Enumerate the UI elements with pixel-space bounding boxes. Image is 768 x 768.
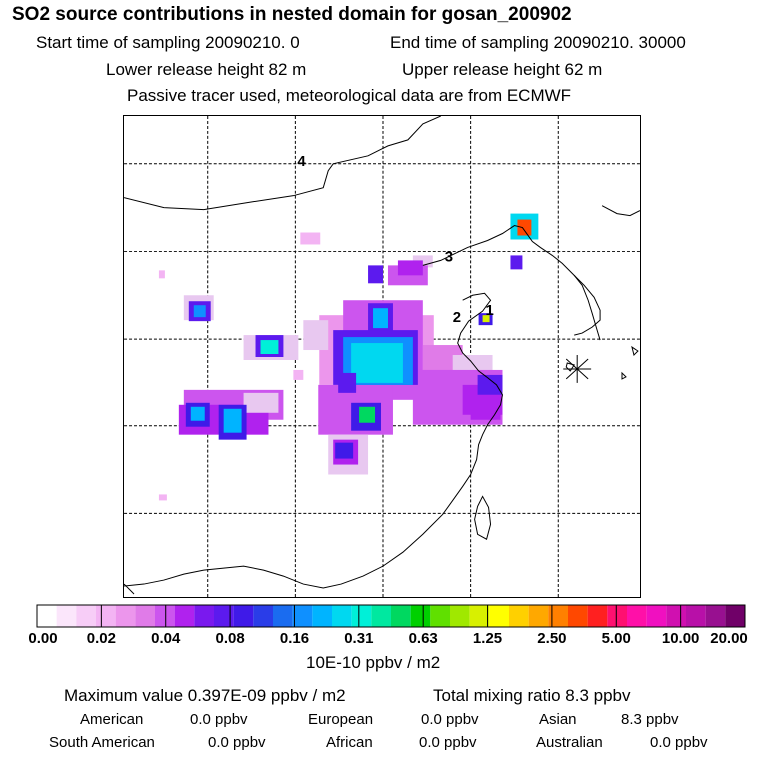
colorbar-frame: [36, 604, 746, 628]
colorbar-swatch: [391, 605, 411, 627]
colorbar-swatch: [627, 605, 647, 627]
colorbar-swatch: [233, 605, 254, 627]
colorbar-swatch: [174, 605, 195, 627]
colorbar-tick-label: 0.02: [86, 630, 116, 647]
australian-value: 0.0 ppbv: [650, 734, 708, 751]
african-label: African: [326, 734, 373, 751]
colorbar-swatch: [292, 605, 313, 627]
colorbar-swatch: [469, 605, 490, 627]
lower-height: Lower release height 82 m: [106, 60, 307, 79]
colorbar-tick-label: 20.00: [710, 630, 748, 647]
colorbar-swatch: [725, 605, 745, 627]
colorbar-swatch: [646, 605, 667, 627]
upper-height: Upper release height 62 m: [402, 60, 603, 79]
european-value: 0.0 ppbv: [421, 711, 479, 728]
colorbar-swatch: [351, 605, 372, 627]
colorbar-swatch: [705, 605, 726, 627]
coastlines: [124, 116, 640, 595]
european-label: European: [308, 711, 374, 728]
concentration-field: [158, 213, 539, 501]
colorbar-swatch: [489, 605, 509, 627]
colorbar-tick-label: 0.04: [151, 630, 181, 647]
colorbar-swatch: [568, 605, 588, 627]
colorbar-swatch: [332, 605, 352, 627]
colorbar-tick-label: 0.00: [28, 630, 58, 647]
receptor-marker: [563, 355, 592, 383]
colorbar-swatch: [273, 605, 293, 627]
colorbar-swatch: [155, 605, 175, 627]
asian-label: Asian: [539, 711, 577, 728]
colorbar-unit: 10E-10 ppbv / m2: [306, 653, 441, 672]
plot-title: SO2 source contributions in nested domai…: [12, 4, 572, 25]
south-american-label: South American: [49, 734, 155, 751]
tracer-note: Passive tracer used, meteorological data…: [127, 86, 572, 105]
american-value: 0.0 ppbv: [190, 711, 248, 728]
colorbar-swatch: [686, 605, 706, 627]
colorbar-tick-label: 10.00: [661, 630, 700, 647]
map-label-1: 1: [486, 302, 494, 319]
grid-lines: [124, 116, 640, 597]
colorbar-swatch: [312, 605, 332, 627]
colorbar-swatch: [509, 605, 529, 627]
map-label-2: 2: [453, 309, 461, 326]
colorbar-swatch: [528, 605, 549, 627]
colorbar-tick-label: 0.08: [215, 630, 245, 647]
colorbar-swatch: [587, 605, 608, 627]
colorbar: [36, 604, 746, 628]
end-time: End time of sampling 20090210. 30000: [390, 33, 686, 52]
colorbar-swatch: [450, 605, 470, 627]
start-time: Start time of sampling 20090210. 0: [36, 33, 300, 52]
colorbar-swatch: [410, 605, 431, 627]
colorbar-swatch: [430, 605, 450, 627]
colorbar-swatch: [56, 605, 77, 627]
map-label-4: 4: [297, 153, 306, 170]
colorbar-tick-label: 5.00: [601, 630, 631, 647]
colorbar-swatch: [607, 605, 627, 627]
colorbar-tick-label: 2.50: [537, 630, 567, 647]
map-label-3: 3: [445, 248, 453, 265]
max-value: Maximum value 0.397E-09 ppbv / m2: [64, 686, 346, 705]
american-label: American: [80, 711, 144, 728]
colorbar-swatch: [135, 605, 155, 627]
colorbar-tick-label: 0.31: [344, 630, 374, 647]
colorbar-tick-label: 0.16: [279, 630, 310, 647]
colorbar-swatch: [115, 605, 136, 627]
colorbar-swatch: [194, 605, 214, 627]
south-american-value: 0.0 ppbv: [208, 734, 266, 751]
colorbar-swatch: [37, 605, 57, 627]
colorbar-swatch: [76, 605, 96, 627]
asian-value: 8.3 ppbv: [621, 711, 679, 728]
colorbar-swatch: [666, 605, 686, 627]
colorbar-swatch: [96, 605, 116, 627]
map-panel: 1 2 3 4: [123, 115, 641, 598]
colorbar-swatch: [214, 605, 234, 627]
african-value: 0.0 ppbv: [419, 734, 477, 751]
colorbar-swatch: [548, 605, 568, 627]
australian-label: Australian: [536, 734, 603, 751]
total-mixing-ratio: Total mixing ratio 8.3 ppbv: [433, 686, 631, 705]
colorbar-swatch: [371, 605, 391, 627]
colorbar-tick-label: 1.25: [472, 630, 503, 647]
colorbar-tick-label: 0.63: [408, 630, 438, 647]
colorbar-swatch: [253, 605, 273, 627]
